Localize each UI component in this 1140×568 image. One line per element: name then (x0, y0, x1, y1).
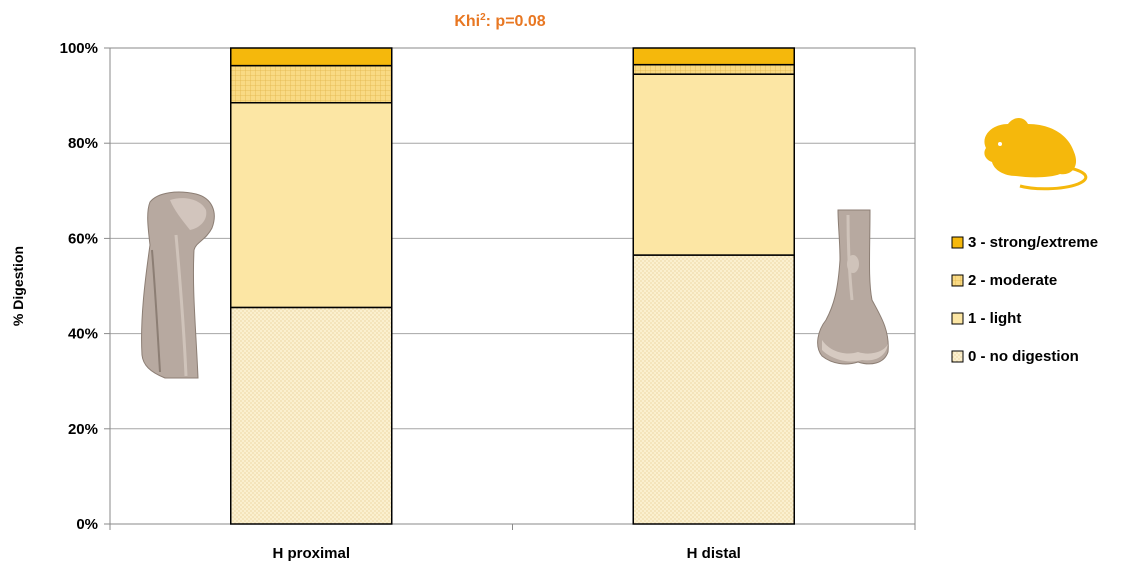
bar-segment-strong (230, 47, 393, 67)
legend-swatch-none (951, 350, 964, 363)
humerus-proximal-image (141, 191, 215, 379)
legend-swatch-strong (951, 236, 964, 249)
legend-item-moderate: 2 - moderate (951, 272, 1057, 289)
legend-swatch-light (951, 312, 964, 325)
legend-item-light: 1 - light (951, 310, 1021, 327)
x-tick-label: H proximal (272, 545, 350, 562)
bar-segment-no-digestion (632, 254, 795, 525)
legend-item-none: 0 - no digestion (951, 348, 1079, 365)
y-tick-label: 60% (68, 230, 98, 247)
y-tick-label: 100% (60, 40, 98, 57)
legend-label-strong: 3 - strong/extreme (968, 234, 1098, 251)
y-tick-label: 40% (68, 326, 98, 343)
axes (104, 47, 916, 530)
humerus-distal-image (817, 209, 889, 365)
y-tick-label: 80% (68, 135, 98, 152)
x-tick-labels: H proximal H distal (272, 545, 740, 562)
bar-segment-no-digestion (230, 306, 393, 525)
bar-segment-moderate (632, 63, 795, 75)
bar-segment-strong (632, 47, 795, 66)
bar-segment-moderate (230, 64, 393, 104)
legend-item-strong: 3 - strong/extreme (951, 234, 1098, 251)
rat-icon (984, 118, 1088, 191)
legend-label-moderate: 2 - moderate (968, 272, 1057, 289)
y-tick-labels: 0% 20% 40% 60% 80% 100% (60, 40, 98, 533)
y-axis-label: % Digestion (10, 246, 26, 326)
legend-label-light: 1 - light (968, 310, 1021, 327)
bar-segment-light (632, 73, 795, 256)
x-tick-label: H distal (687, 545, 741, 562)
legend: 3 - strong/extreme 2 - moderate 1 - ligh… (951, 234, 1098, 365)
bar-segment-light (230, 101, 393, 309)
chart-title: Khi2: p=0.08 (454, 12, 545, 30)
y-tick-label: 20% (68, 421, 98, 438)
legend-swatch-moderate (951, 274, 964, 287)
bars (230, 47, 795, 525)
y-tick-label: 0% (76, 516, 98, 533)
legend-label-none: 0 - no digestion (968, 348, 1079, 365)
